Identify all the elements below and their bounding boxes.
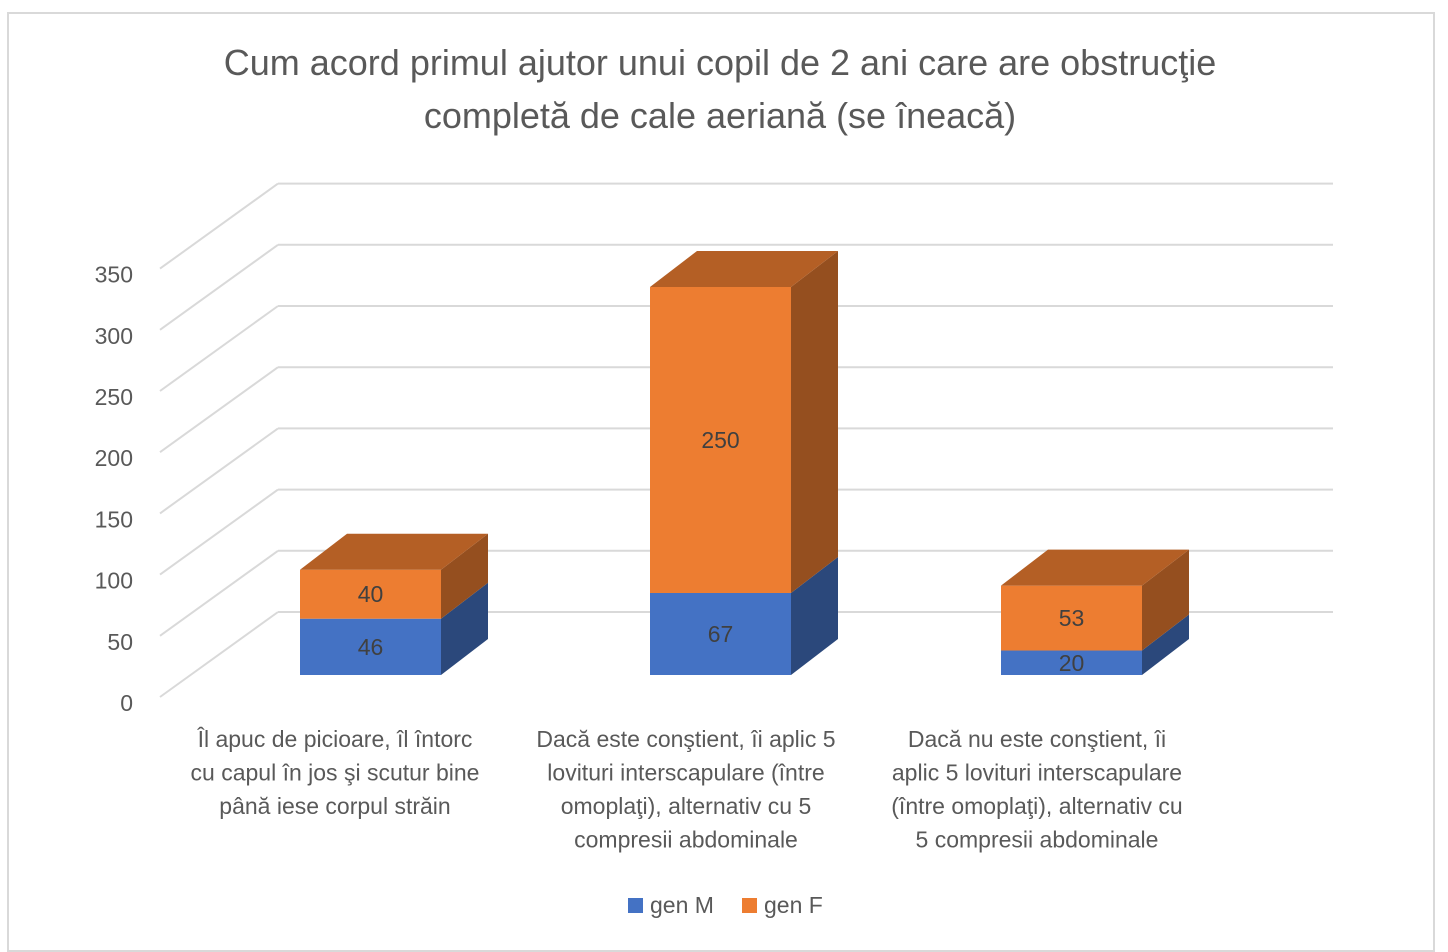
category-label: aplic 5 lovituri interscapulare [892,760,1182,786]
bar-side [1142,549,1189,651]
category-label: compresii abdominale [574,827,798,853]
bar-front [650,592,791,675]
gridline-side [159,305,279,392]
legend-swatch [628,898,643,913]
category-label: Dacă nu este conştient, îi [908,726,1166,752]
bar-top [650,250,838,287]
data-label: 250 [701,427,739,453]
data-label: 67 [708,621,734,647]
chart-title-line-1: Cum acord primul ajutor unui copil de 2 … [224,42,1217,83]
category-label: omoplaţi), alternativ cu 5 [561,793,812,819]
bar-front [300,618,441,675]
y-tick-label: 0 [120,690,133,716]
gridline-side [159,366,279,454]
data-label: 40 [358,581,384,607]
bar-side [1142,614,1189,675]
category-label: 5 compresii abdominale [916,827,1159,853]
bar-front [1001,650,1142,675]
y-tick-label: 50 [107,629,133,655]
data-label: 46 [358,634,384,660]
y-tick-label: 250 [95,384,133,410]
chart-title-line-2: completă de cale aeriană (se îneacă) [424,95,1016,136]
gridline-side [159,182,279,270]
gridline-side [159,427,279,515]
category-label: lovituri interscapulare (între [547,760,824,786]
data-label: 20 [1059,650,1085,676]
legend-label: gen M [650,892,714,918]
y-tick-label: 100 [95,568,133,594]
category-label: Îl apuc de picioare, îl întorc [197,726,473,752]
category-label: (între omoplaţi), alternativ cu [891,793,1182,819]
gridline-side [159,243,279,331]
y-tick-label: 200 [95,445,133,471]
category-label: până iese corpul străin [219,793,450,819]
legend-label: gen F [764,892,823,918]
y-tick-label: 150 [95,506,133,532]
legend-swatch [742,898,757,913]
gridline-side [159,488,279,576]
category-label: Dacă este conştient, îi aplic 5 [536,726,835,752]
bar-front [300,569,441,619]
category-label: cu capul în jos şi scutur bine [191,760,480,786]
bar-top [300,533,488,570]
y-tick-label: 300 [95,323,133,349]
bar-side [441,533,488,619]
data-label: 53 [1059,605,1085,631]
bar-side [441,582,488,675]
gridline-side [159,549,279,637]
y-tick-label: 350 [95,262,133,288]
bar-front [650,286,791,593]
bar-side [791,250,838,593]
bar-side [791,556,838,675]
bar-front [1001,585,1142,651]
bar-top [1001,549,1189,586]
gridline-side [159,611,279,698]
